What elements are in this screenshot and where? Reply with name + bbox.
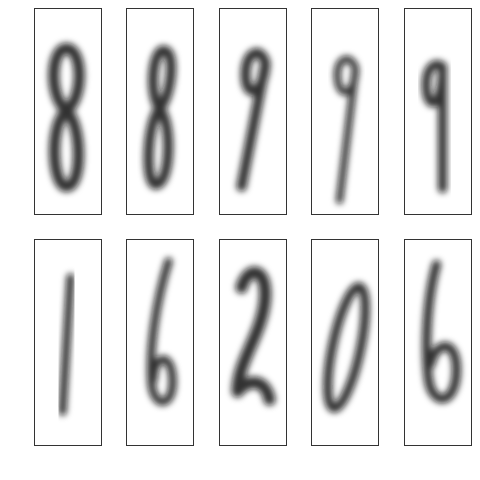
digit-panel (34, 239, 102, 446)
digit-panel (404, 8, 472, 215)
digit-panel (311, 8, 379, 215)
digit-panel (126, 8, 194, 215)
digit-panel (34, 8, 102, 215)
digit-panel (219, 239, 287, 446)
digit-panel (404, 239, 472, 446)
digit-panel (219, 8, 287, 215)
digit-panel (126, 239, 194, 446)
digit-panel (311, 239, 379, 446)
